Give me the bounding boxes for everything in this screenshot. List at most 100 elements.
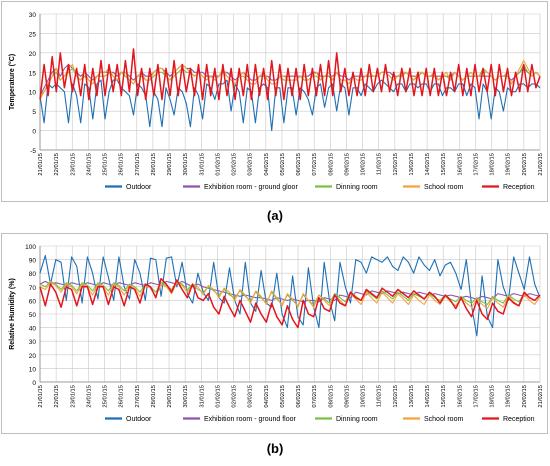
- x-tick-label: 24/01/15: [86, 153, 92, 176]
- x-tick-label: 18/02/15: [490, 385, 496, 408]
- y-tick-label: 10: [29, 366, 37, 373]
- x-tick-label: 15/02/15: [441, 153, 447, 176]
- legend-label: Exhibition room - ground floor: [204, 416, 296, 423]
- y-tick-label: 15: [29, 70, 37, 77]
- series-line-exhibition-room-ground-floor: [39, 280, 541, 303]
- x-tick-label: 10/02/15: [361, 385, 367, 408]
- x-tick-label: 03/02/15: [248, 385, 254, 408]
- x-tick-label: 09/02/15: [344, 385, 350, 408]
- x-tick-label: 13/02/15: [409, 385, 415, 408]
- x-tick-label: 06/02/15: [296, 153, 302, 176]
- series-line-school-room: [39, 282, 541, 310]
- legend-label: Exhibition room - ground gloor: [204, 184, 298, 191]
- x-tick-label: 21/01/15: [38, 385, 44, 408]
- x-tick-label: 25/01/15: [103, 385, 109, 408]
- x-tick-label: 29/01/15: [167, 153, 173, 176]
- x-tick-label: 21/01/15: [38, 153, 44, 176]
- x-tick-label: 30/01/15: [183, 385, 189, 408]
- x-tick-label: 08/02/15: [328, 153, 334, 176]
- series-line-reception: [39, 48, 541, 101]
- y-tick-label: 0: [32, 129, 36, 136]
- x-tick-label: 14/02/15: [425, 153, 431, 176]
- x-tick-label: 01/02/15: [215, 385, 221, 408]
- x-tick-label: 04/02/15: [264, 385, 270, 408]
- y-tick-label: 5: [32, 109, 36, 116]
- x-tick-label: 30/01/15: [183, 153, 189, 176]
- x-tick-label: 17/02/15: [473, 153, 479, 176]
- y-axis-title: Temperature (°C): [8, 54, 16, 110]
- y-tick-label: 80: [29, 271, 37, 278]
- x-tick-label: 31/01/15: [199, 153, 205, 176]
- y-tick-label: 40: [29, 326, 37, 333]
- x-tick-label: 25/01/15: [103, 153, 109, 176]
- x-tick-label: 27/01/15: [135, 153, 141, 176]
- x-tick-label: 28/01/15: [151, 385, 157, 408]
- x-tick-label: 11/02/15: [377, 385, 383, 407]
- y-tick-label: 25: [29, 31, 37, 38]
- x-tick-label: 06/02/15: [296, 385, 302, 408]
- x-tick-label: 23/01/15: [70, 153, 76, 176]
- legend-label: Reception: [503, 416, 535, 423]
- y-tick-label: -5: [30, 148, 36, 155]
- y-tick-label: 100: [25, 244, 36, 251]
- x-tick-label: 27/01/15: [135, 385, 141, 408]
- panel-b-caption: (b): [0, 441, 550, 456]
- x-tick-label: 22/01/15: [54, 153, 60, 176]
- x-tick-label: 07/02/15: [312, 385, 318, 408]
- panel-b-label: (b): [266, 441, 284, 456]
- y-tick-label: 30: [29, 339, 37, 346]
- x-tick-label: 12/02/15: [393, 153, 399, 176]
- x-tick-label: 26/01/15: [119, 385, 125, 408]
- y-tick-label: 70: [29, 285, 37, 292]
- x-tick-label: 19/02/15: [506, 153, 512, 176]
- x-tick-label: 22/01/15: [54, 385, 60, 408]
- y-tick-label: 50: [29, 312, 37, 319]
- x-tick-label: 16/02/15: [457, 385, 463, 408]
- y-tick-label: 0: [32, 380, 36, 387]
- x-tick-label: 20/02/15: [522, 385, 528, 408]
- y-tick-label: 20: [29, 353, 37, 360]
- y-tick-label: 90: [29, 258, 37, 265]
- x-tick-label: 16/02/15: [457, 153, 463, 176]
- y-tick-label: 10: [29, 90, 37, 97]
- x-tick-label: 03/02/15: [248, 153, 254, 176]
- panel-a-caption: (a): [0, 208, 550, 223]
- x-tick-label: 19/02/15: [506, 385, 512, 408]
- series-line-dinning-room: [39, 280, 541, 307]
- y-tick-label: 60: [29, 298, 37, 305]
- legend-label: School room: [424, 416, 463, 423]
- panel-a-label: (a): [267, 208, 283, 223]
- x-tick-label: 05/02/15: [280, 153, 286, 176]
- x-tick-label: 11/02/15: [377, 153, 383, 175]
- chart-b-svg: 0 10 20 30 40 50 60 70 80 90 100 21/01/15 22/01/15 23…: [9, 244, 544, 423]
- legend-label: Dinning room: [336, 184, 378, 191]
- series-line-outdoor: [39, 254, 541, 337]
- x-tick-label: 28/01/15: [151, 153, 157, 176]
- legend-label: Outdoor: [126, 416, 152, 423]
- chart-panel-b: 0 10 20 30 40 50 60 70 80 90 100 21/01/15 22/01/15 23…: [1, 233, 548, 434]
- legend-label: Dinning room: [336, 416, 378, 423]
- x-tick-label: 15/02/15: [441, 385, 447, 408]
- y-tick-label: 30: [29, 12, 37, 19]
- x-tick-label: 07/02/15: [312, 153, 318, 176]
- x-tick-label: 20/02/15: [522, 153, 528, 176]
- x-tick-label: 09/02/15: [344, 153, 350, 176]
- legend-label: Outdoor: [126, 184, 152, 191]
- chart-panel-a: -5 0 5 10 15 20 25 30 21/01/15 22/01/15 23/01/15 24…: [1, 1, 548, 202]
- x-tick-label: 23/01/15: [70, 385, 76, 408]
- x-tick-label: 05/02/15: [280, 385, 286, 408]
- y-axis-title: Relative Humidity (%): [9, 278, 16, 350]
- x-tick-label: 02/02/15: [232, 153, 238, 176]
- x-tick-label: 26/01/15: [119, 153, 125, 176]
- x-tick-label: 01/02/15: [215, 153, 221, 176]
- x-tick-label: 29/01/15: [167, 385, 173, 408]
- x-tick-label: 10/02/15: [361, 153, 367, 176]
- x-tick-label: 08/02/15: [328, 385, 334, 408]
- x-tick-label: 24/01/15: [86, 385, 92, 408]
- legend-label: Reception: [503, 184, 535, 191]
- x-tick-label: 31/01/15: [199, 385, 205, 408]
- x-tick-label: 21/02/15: [538, 385, 544, 408]
- x-tick-label: 17/02/15: [473, 385, 479, 408]
- x-tick-label: 04/02/15: [264, 153, 270, 176]
- x-tick-label: 18/02/15: [490, 153, 496, 176]
